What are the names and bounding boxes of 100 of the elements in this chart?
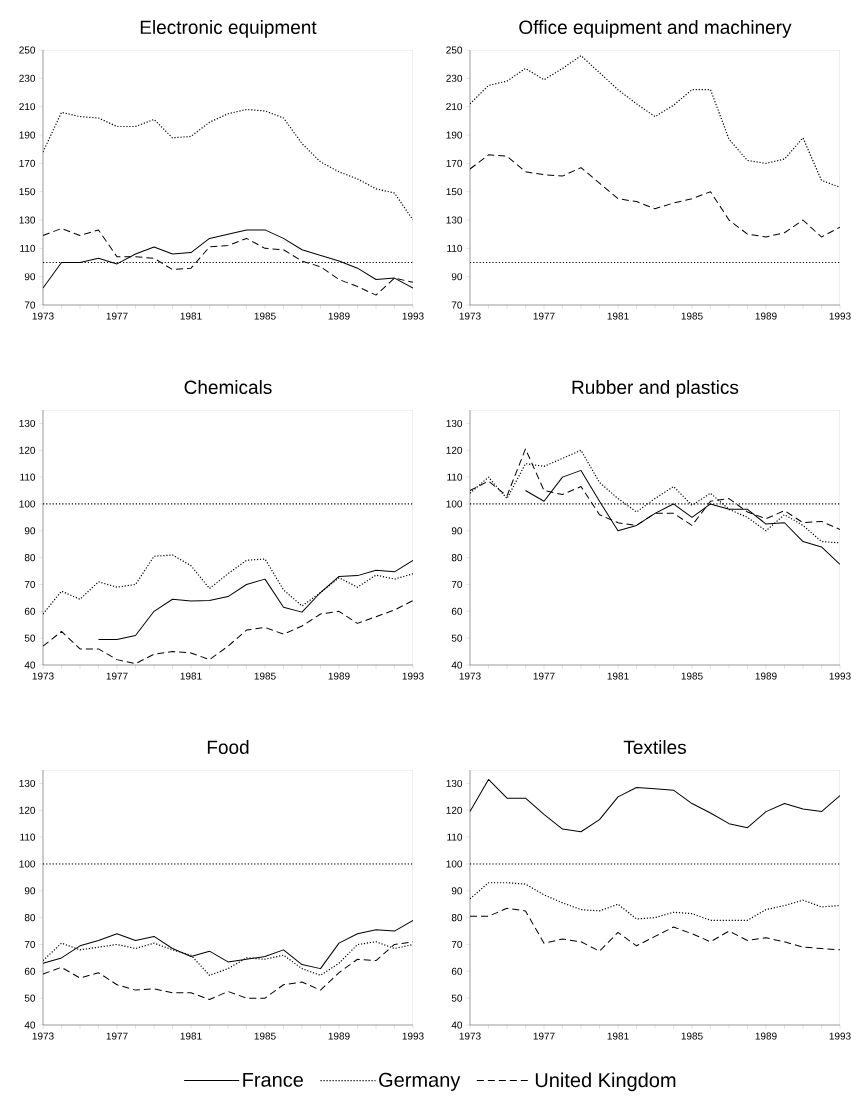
x-tick-label: 1977	[533, 672, 555, 680]
y-tick-label: 110	[20, 244, 36, 252]
x-tick-label: 1973	[32, 1032, 54, 1040]
x-tick-label: 1993	[402, 672, 424, 680]
y-tick-label: 80	[451, 914, 463, 922]
y-tick-label: 130	[19, 779, 36, 787]
x-tick-label: 1993	[402, 1032, 424, 1040]
chart-title: Rubber and plastics	[572, 380, 739, 398]
x-tick-label: 1993	[829, 312, 851, 320]
legend-label: United Kingdom	[535, 1072, 676, 1092]
y-tick-label: 120	[19, 446, 36, 454]
x-tick-label: 1973	[32, 312, 54, 320]
y-tick-label: 170	[19, 159, 36, 167]
y-tick-label: 150	[19, 188, 36, 196]
y-tick-label: 60	[451, 607, 463, 615]
legend-label: France	[243, 1072, 303, 1087]
y-tick-label: 110	[447, 833, 463, 841]
y-tick-label: 130	[19, 216, 36, 224]
y-tick-label: 110	[447, 473, 463, 481]
y-tick-label: 70	[24, 580, 36, 589]
x-tick-label: 1977	[106, 672, 128, 680]
y-tick-label: 100	[446, 860, 463, 868]
y-tick-label: 90	[24, 273, 36, 281]
x-tick-label: 1977	[533, 1032, 555, 1040]
y-tick-label: 250	[446, 46, 463, 54]
y-tick-label: 70	[451, 301, 463, 309]
chart-title: Textiles	[623, 740, 686, 755]
x-tick-label: 1973	[459, 312, 481, 320]
y-tick-label: 120	[19, 806, 36, 814]
y-tick-label: 110	[20, 473, 36, 481]
x-tick-label: 1981	[180, 672, 202, 680]
y-tick-label: 90	[24, 527, 36, 535]
y-tick-label: 190	[19, 131, 36, 139]
x-tick-label: 1981	[180, 1032, 202, 1040]
y-tick-label: 130	[19, 419, 36, 427]
y-tick-label: 90	[24, 887, 36, 895]
y-tick-label: 230	[446, 74, 463, 82]
y-tick-label: 120	[446, 446, 463, 454]
y-tick-label: 230	[19, 74, 36, 82]
y-tick-label: 60	[24, 967, 36, 975]
y-tick-label: 70	[451, 940, 463, 949]
y-tick-label: 210	[446, 103, 463, 111]
y-tick-label: 150	[446, 188, 463, 196]
y-tick-label: 120	[446, 806, 463, 814]
y-tick-label: 210	[19, 103, 36, 111]
y-tick-label: 190	[446, 131, 463, 139]
y-tick-label: 100	[19, 860, 36, 868]
y-tick-label: 80	[24, 554, 36, 562]
legend-label: Germany	[379, 1072, 461, 1091]
x-tick-label: 1985	[681, 672, 703, 680]
y-tick-label: 110	[447, 244, 463, 252]
y-tick-label: 60	[451, 967, 463, 975]
y-tick-label: 70	[451, 580, 463, 589]
x-tick-label: 1985	[254, 672, 276, 680]
y-tick-label: 80	[451, 554, 463, 562]
y-tick-label: 250	[19, 46, 36, 54]
y-tick-label: 40	[24, 661, 36, 669]
chart-title: Office equipment and machinery	[519, 20, 792, 38]
y-tick-label: 130	[446, 419, 463, 427]
y-tick-label: 50	[451, 634, 463, 642]
x-tick-label: 1989	[328, 1032, 350, 1040]
x-tick-label: 1985	[254, 1032, 276, 1040]
y-tick-label: 90	[451, 887, 463, 895]
x-tick-label: 1989	[755, 672, 777, 680]
x-tick-label: 1993	[829, 672, 851, 680]
y-tick-label: 60	[24, 607, 36, 615]
x-tick-label: 1989	[328, 672, 350, 680]
x-tick-label: 1981	[607, 312, 629, 320]
x-tick-label: 1985	[681, 312, 703, 320]
y-tick-label: 50	[24, 634, 36, 642]
y-tick-label: 70	[24, 301, 36, 309]
x-tick-label: 1989	[755, 312, 777, 320]
chart-title: Food	[207, 740, 249, 755]
x-tick-label: 1981	[607, 1032, 629, 1040]
y-tick-label: 40	[451, 1021, 463, 1029]
y-tick-label: 130	[446, 779, 463, 787]
x-tick-label: 1989	[328, 312, 350, 320]
y-tick-label: 40	[24, 1021, 36, 1029]
x-tick-label: 1985	[681, 1032, 703, 1040]
x-tick-label: 1973	[459, 672, 481, 680]
y-tick-label: 110	[20, 833, 36, 841]
x-tick-label: 1985	[254, 312, 276, 320]
y-tick-label: 80	[24, 914, 36, 922]
y-tick-label: 100	[19, 500, 36, 508]
x-tick-label: 1981	[607, 672, 629, 680]
x-tick-label: 1973	[32, 672, 54, 680]
y-tick-label: 170	[446, 159, 463, 167]
x-tick-label: 1981	[180, 312, 202, 320]
x-tick-label: 1977	[533, 312, 555, 320]
y-tick-label: 90	[451, 273, 463, 281]
y-tick-label: 50	[451, 994, 463, 1002]
y-tick-label: 100	[446, 500, 463, 508]
y-tick-label: 90	[451, 527, 463, 535]
chart-title: Chemicals	[184, 380, 272, 395]
y-tick-label: 50	[24, 994, 36, 1002]
x-tick-label: 1977	[106, 312, 128, 320]
y-tick-label: 40	[451, 661, 463, 669]
x-tick-label: 1993	[402, 312, 424, 320]
y-tick-label: 70	[24, 940, 36, 949]
x-tick-label: 1989	[755, 1032, 777, 1040]
